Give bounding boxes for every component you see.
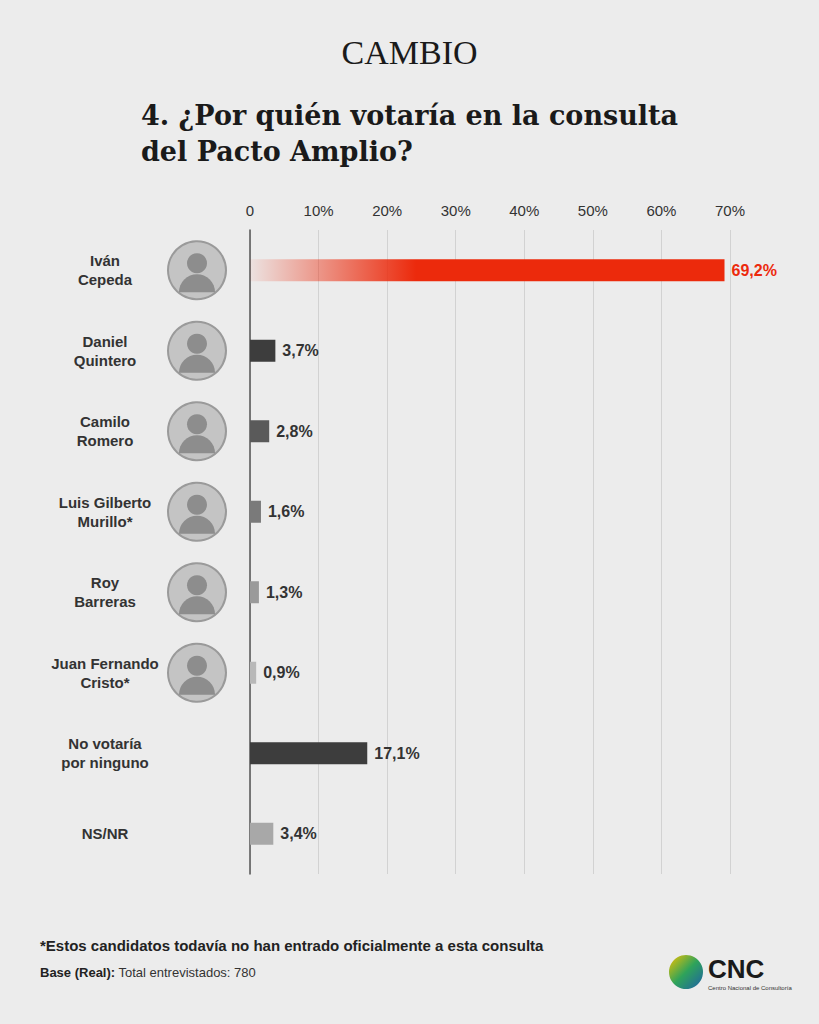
svg-text:17,1%: 17,1% bbox=[374, 745, 419, 762]
svg-text:*Estos candidatos todavía no h: *Estos candidatos todavía no han entrado… bbox=[40, 937, 544, 954]
svg-text:CNC: CNC bbox=[708, 954, 765, 984]
svg-text:60%: 60% bbox=[646, 202, 676, 219]
svg-text:40%: 40% bbox=[509, 202, 539, 219]
svg-text:10%: 10% bbox=[304, 202, 334, 219]
svg-text:NS/NR: NS/NR bbox=[82, 825, 129, 842]
svg-text:Quintero: Quintero bbox=[74, 352, 137, 369]
svg-text:Daniel: Daniel bbox=[82, 333, 127, 350]
svg-text:4. ¿Por quién votaría en la co: 4. ¿Por quién votaría en la consulta bbox=[141, 100, 678, 131]
svg-text:3,7%: 3,7% bbox=[282, 342, 318, 359]
svg-text:30%: 30% bbox=[441, 202, 471, 219]
svg-text:No votaría: No votaría bbox=[68, 735, 142, 752]
svg-text:del Pacto Amplio?: del Pacto Amplio? bbox=[141, 136, 413, 167]
svg-text:0,9%: 0,9% bbox=[263, 664, 299, 681]
svg-text:Barreras: Barreras bbox=[74, 593, 136, 610]
svg-text:Centro Nacional de Consultoría: Centro Nacional de Consultoría bbox=[708, 985, 792, 991]
svg-text:2,8%: 2,8% bbox=[276, 423, 312, 440]
svg-text:Cepeda: Cepeda bbox=[78, 271, 133, 288]
svg-text:Luis Gilberto: Luis Gilberto bbox=[59, 494, 152, 511]
svg-text:Camilo: Camilo bbox=[80, 413, 130, 430]
svg-text:Base (Real):: Base (Real): bbox=[40, 965, 115, 980]
svg-text:Total entrevistados: 780: Total entrevistados: 780 bbox=[118, 965, 255, 980]
svg-text:Cristo*: Cristo* bbox=[80, 674, 129, 691]
svg-text:Juan Fernando: Juan Fernando bbox=[51, 655, 159, 672]
svg-text:por ninguno: por ninguno bbox=[61, 754, 148, 771]
svg-text:20%: 20% bbox=[372, 202, 402, 219]
svg-text:70%: 70% bbox=[715, 202, 745, 219]
svg-text:Romero: Romero bbox=[77, 432, 134, 449]
svg-text:Iván: Iván bbox=[90, 252, 120, 269]
svg-text:0: 0 bbox=[246, 202, 254, 219]
svg-text:1,6%: 1,6% bbox=[268, 503, 304, 520]
svg-text:69,2%: 69,2% bbox=[732, 262, 777, 279]
svg-text:3,4%: 3,4% bbox=[280, 825, 316, 842]
svg-text:CAMBIO: CAMBIO bbox=[341, 34, 477, 71]
svg-text:50%: 50% bbox=[578, 202, 608, 219]
svg-text:Murillo*: Murillo* bbox=[78, 513, 133, 530]
svg-text:1,3%: 1,3% bbox=[266, 584, 302, 601]
svg-text:Roy: Roy bbox=[91, 574, 120, 591]
